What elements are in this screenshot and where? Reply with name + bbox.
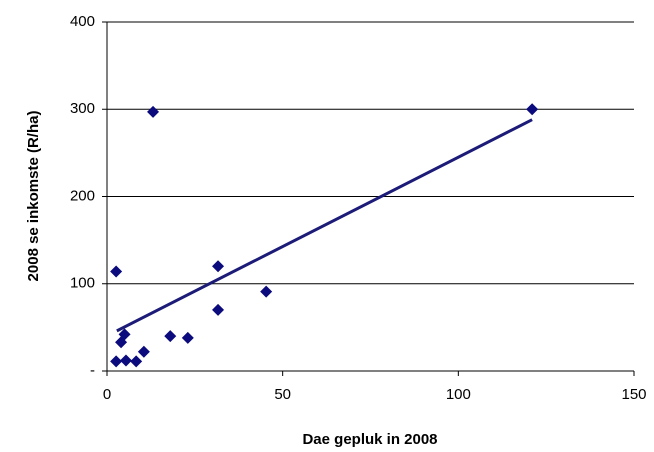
y-tick-label: -	[90, 362, 95, 379]
point	[137, 345, 150, 358]
point	[212, 260, 225, 273]
y-tick-label: 200	[70, 187, 95, 204]
point	[147, 105, 160, 118]
point	[110, 265, 123, 278]
point	[181, 331, 194, 344]
x-tick-label: 0	[103, 386, 111, 403]
y-tick-label: 100	[70, 275, 95, 292]
trend-line	[116, 118, 533, 333]
point	[260, 285, 273, 298]
x-tick-label: 150	[621, 386, 646, 403]
y-tick-label: 300	[70, 100, 95, 117]
y-tick-label: 400	[70, 13, 95, 30]
x-axis-title: Dae gepluk in 2008	[302, 431, 437, 448]
point	[212, 303, 225, 316]
x-tick-label: 50	[274, 386, 291, 403]
point	[118, 328, 131, 341]
point	[526, 103, 539, 116]
point	[119, 354, 132, 367]
point	[130, 355, 143, 368]
point	[164, 330, 177, 343]
point	[110, 355, 123, 368]
y-axis-title: 2008 se inkomste (R/ha)	[25, 111, 42, 282]
x-tick-label: 100	[446, 386, 471, 403]
